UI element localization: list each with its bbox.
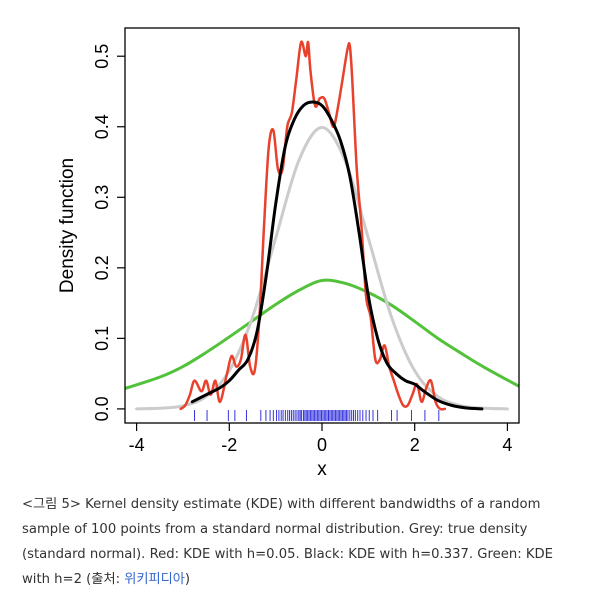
kde-chart: -4 -2 0 2 4 0.0 0.1 0.2 0.3 0.4 0.5 x Density func… (57, 27, 520, 480)
y-tick-label: 0.1 (92, 326, 112, 351)
caption-text: <그림 5> Kernel density estimate (KDE) wit… (22, 497, 553, 587)
x-tick-label: 2 (410, 435, 420, 455)
x-tick-label: 0 (317, 435, 327, 455)
y-tick-label: 0.4 (92, 114, 112, 139)
plot-frame (124, 27, 520, 424)
x-axis-label: x (317, 459, 327, 480)
series-line-0 (125, 278, 519, 390)
x-tick-label: -4 (129, 435, 145, 455)
y-tick-label: 0.2 (92, 255, 112, 280)
axes: -4 -2 0 2 4 0.0 0.1 0.2 0.3 0.4 0.5 (92, 44, 512, 455)
y-axis-label: Density function (57, 158, 78, 293)
y-tick-label: 0.3 (92, 185, 112, 210)
figure-caption: <그림 5> Kernel density estimate (KDE) wit… (22, 492, 567, 592)
y-tick-label: 0.0 (92, 396, 112, 421)
series-line-3 (190, 100, 484, 411)
x-tick-label: -2 (221, 435, 237, 455)
x-tick-label: 4 (502, 435, 512, 455)
series-line-1 (135, 125, 509, 411)
caption-source-link[interactable]: 위키피디아 (124, 572, 185, 587)
series-line-2 (179, 40, 447, 411)
y-tick-label: 0.5 (92, 44, 112, 69)
caption-close: ) (184, 572, 191, 587)
plot-area (125, 40, 519, 421)
